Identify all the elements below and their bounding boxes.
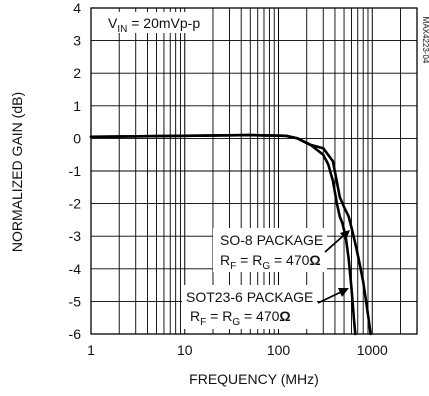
y-tick-label: -1 — [69, 163, 82, 179]
so8-resistor-label: RF = RG = 470Ω — [220, 252, 321, 272]
x-tick-label: 1000 — [357, 342, 388, 358]
sot23-resistor-label: RF = RG = 470Ω — [190, 308, 291, 328]
sot23-label-bg — [182, 285, 317, 329]
condition-label: VIN = 20mVp-p — [108, 15, 200, 35]
so8-label-bg — [213, 228, 327, 272]
so8-package-label: SO-8 PACKAGE — [220, 232, 323, 248]
y-tick-label: -2 — [69, 196, 82, 212]
grid — [90, 7, 418, 335]
so8-pointer-arrow — [324, 230, 350, 253]
x-axis-title: FREQUENCY (MHz) — [189, 371, 319, 387]
y-tick-label: -3 — [69, 228, 82, 244]
condition-label-bg — [103, 12, 209, 33]
y-tick-label: -6 — [69, 326, 82, 342]
sot23-series-line — [89, 133, 357, 336]
sot23-pointer-arrow — [317, 288, 349, 304]
figure-id: MAX4223-04 — [421, 17, 429, 64]
series-lines — [89, 133, 372, 336]
y-tick-label: 1 — [73, 98, 81, 114]
y-tick-label: 3 — [73, 33, 81, 49]
sot23-package-label: SOT23-6 PACKAGE — [186, 289, 313, 305]
x-tick-label: 10 — [177, 342, 193, 358]
x-tick-label: 1 — [87, 342, 95, 358]
y-tick-label: 2 — [73, 65, 81, 81]
y-tick-label: 4 — [73, 0, 81, 16]
y-axis-title: NORMALIZED GAIN (dB) — [9, 92, 25, 252]
y-tick-label: -4 — [69, 261, 82, 277]
x-tick-label: 100 — [267, 342, 291, 358]
y-tick-label: -5 — [69, 293, 82, 309]
y-tick-label: 0 — [73, 130, 81, 146]
plot-frame — [90, 7, 418, 335]
